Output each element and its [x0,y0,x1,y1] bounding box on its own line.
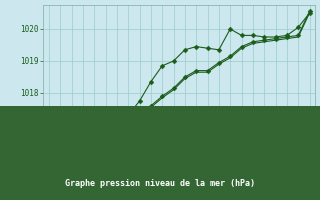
Text: Graphe pression niveau de la mer (hPa): Graphe pression niveau de la mer (hPa) [65,178,255,188]
